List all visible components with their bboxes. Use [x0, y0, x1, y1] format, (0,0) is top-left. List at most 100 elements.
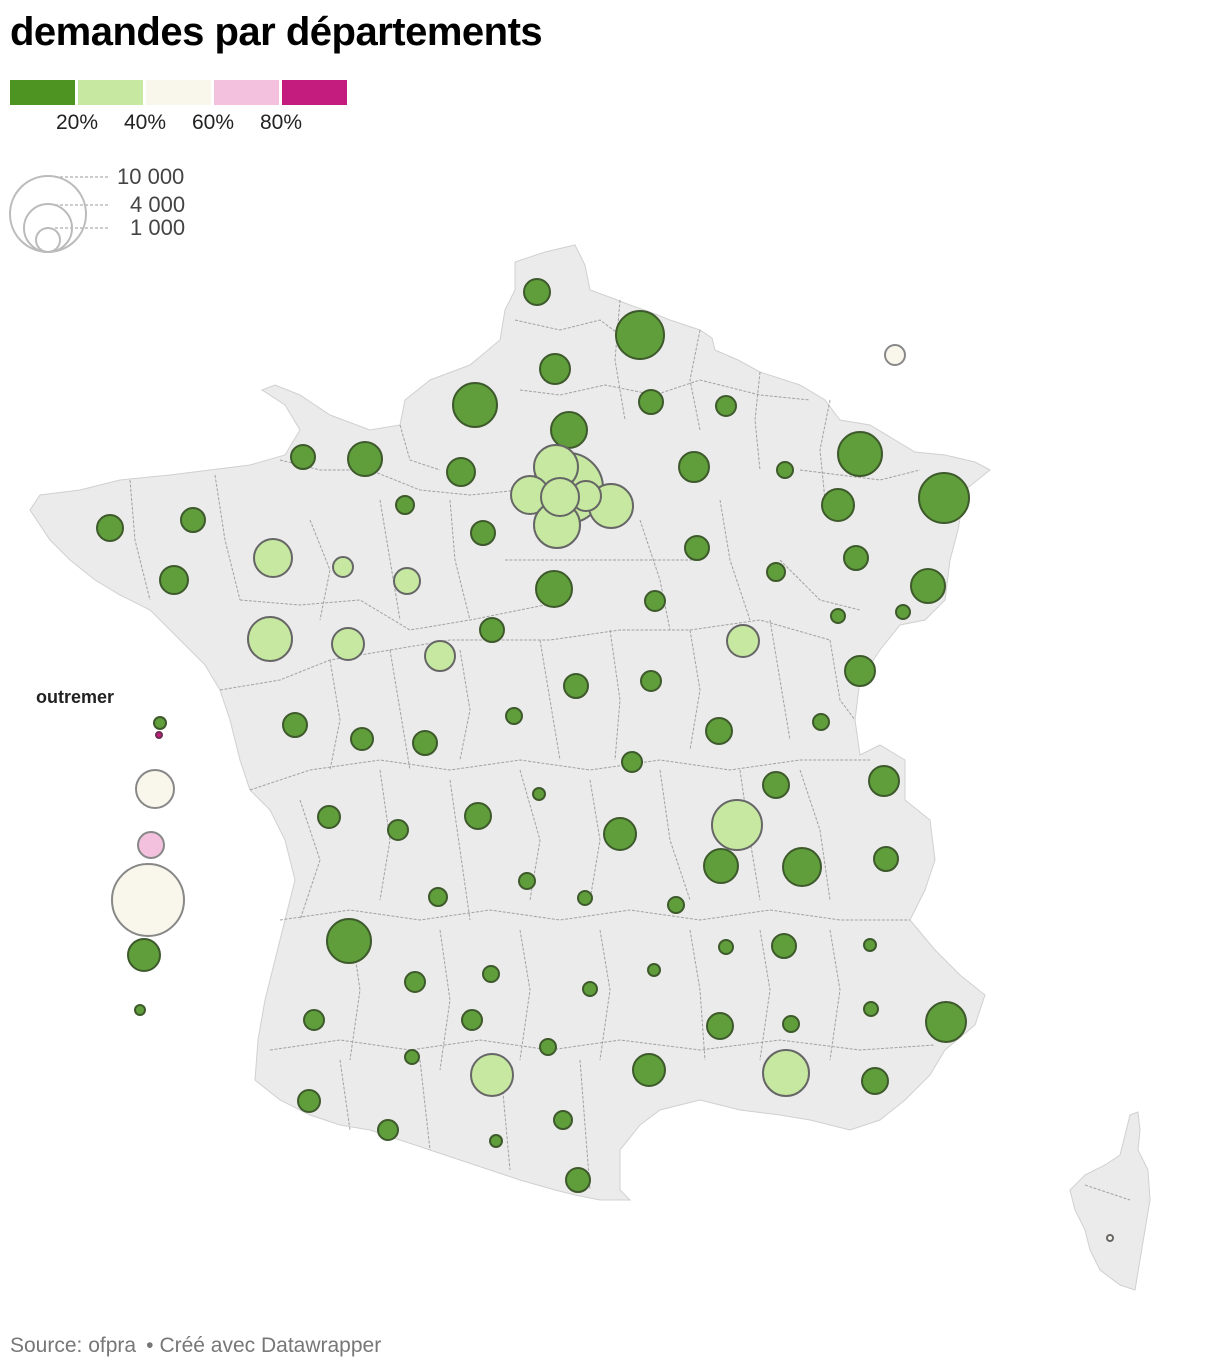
legend-tick-40: 40%	[123, 111, 167, 134]
size-legend: 10 000 4 000 1 000	[0, 160, 220, 260]
department-bubble	[925, 1001, 967, 1043]
department-bubble	[711, 799, 763, 851]
department-bubble	[290, 444, 316, 470]
department-bubble	[331, 627, 365, 661]
department-bubble	[621, 751, 643, 773]
department-bubble	[715, 395, 737, 417]
department-bubble	[705, 717, 733, 745]
department-bubble	[703, 848, 739, 884]
department-bubble	[762, 771, 790, 799]
department-bubble	[577, 890, 593, 906]
department-bubble	[539, 353, 571, 385]
department-bubble	[180, 507, 206, 533]
department-bubble	[247, 616, 293, 662]
size-legend-circles	[9, 175, 108, 253]
department-bubble	[505, 707, 523, 725]
color-legend: 20% 40% 60% 80%	[10, 80, 348, 136]
department-bubble	[350, 727, 374, 751]
department-bubble	[565, 1167, 591, 1193]
department-bubble	[615, 310, 665, 360]
footer-separator: •	[146, 1334, 154, 1357]
department-bubble	[550, 411, 588, 449]
department-bubble	[640, 670, 662, 692]
color-swatches	[10, 80, 348, 105]
department-bubble	[563, 673, 589, 699]
outremer-bubble	[137, 831, 165, 859]
department-bubble	[762, 1049, 810, 1097]
credit-link[interactable]: Créé avec Datawrapper	[159, 1334, 382, 1357]
outremer-circles	[111, 716, 185, 1016]
department-bubble	[632, 1053, 666, 1087]
outremer-bubble	[134, 1004, 146, 1016]
department-bubble	[317, 805, 341, 829]
department-bubble	[412, 730, 438, 756]
outremer-bubble	[153, 716, 167, 730]
department-bubble	[895, 604, 911, 620]
department-bubble	[159, 565, 189, 595]
department-bubble	[424, 640, 456, 672]
department-bubble	[479, 617, 505, 643]
department-bubble	[532, 787, 546, 801]
department-bubble	[377, 1119, 399, 1141]
department-bubble	[461, 1009, 483, 1031]
department-bubble	[718, 939, 734, 955]
department-bubble	[771, 933, 797, 959]
department-bubble	[539, 1038, 557, 1056]
department-bubble	[332, 556, 354, 578]
outremer-bubble	[135, 769, 175, 809]
department-bubble	[678, 451, 710, 483]
department-bubble	[553, 1110, 573, 1130]
department-bubble	[489, 1134, 503, 1148]
department-bubble	[812, 713, 830, 731]
legend-tick-60: 60%	[191, 111, 235, 134]
swatch-60-80	[214, 80, 279, 105]
department-bubble	[706, 1012, 734, 1040]
department-bubble	[297, 1089, 321, 1113]
department-bubble	[776, 461, 794, 479]
department-bubble	[347, 441, 383, 477]
department-bubble	[638, 389, 664, 415]
department-bubble	[393, 567, 421, 595]
department-bubble	[863, 1001, 879, 1017]
department-bubble	[452, 382, 498, 428]
department-bubble	[404, 971, 426, 993]
department-bubble	[647, 963, 661, 977]
department-bubble	[282, 712, 308, 738]
department-bubble	[918, 472, 970, 524]
outremer-bubble	[155, 731, 163, 739]
department-bubble	[582, 981, 598, 997]
size-label-4000: 4 000	[130, 192, 186, 217]
outremer-bubble	[111, 863, 185, 937]
department-bubble	[863, 938, 877, 952]
department-bubble	[470, 1053, 514, 1097]
department-bubbles	[96, 278, 1114, 1242]
swatch-40-60	[146, 80, 211, 105]
department-bubble	[1106, 1234, 1114, 1242]
corsica-shape	[1069, 1111, 1151, 1291]
department-bubble	[868, 765, 900, 797]
department-bubble	[395, 495, 415, 515]
department-bubble	[428, 887, 448, 907]
swatch-80-100	[282, 80, 347, 105]
swatch-20-40	[78, 80, 143, 105]
department-bubble	[96, 514, 124, 542]
department-bubble	[861, 1067, 889, 1095]
department-bubble	[482, 965, 500, 983]
department-bubble	[540, 477, 580, 517]
department-bubble	[303, 1009, 325, 1031]
department-bubble	[782, 847, 822, 887]
department-bubble	[603, 817, 637, 851]
department-bubble	[470, 520, 496, 546]
swatch-0-20	[10, 80, 75, 105]
department-bubble	[766, 562, 786, 582]
department-bubble	[910, 568, 946, 604]
outremer-label: outremer	[36, 687, 115, 707]
department-bubble	[884, 344, 906, 366]
source-text: Source: ofpra	[10, 1334, 137, 1357]
department-bubble	[326, 918, 372, 964]
department-bubble	[830, 608, 846, 624]
legend-tick-80: 80%	[259, 111, 303, 134]
department-bubble	[464, 802, 492, 830]
department-bubble	[837, 431, 883, 477]
legend-tick-20: 20%	[55, 111, 99, 134]
